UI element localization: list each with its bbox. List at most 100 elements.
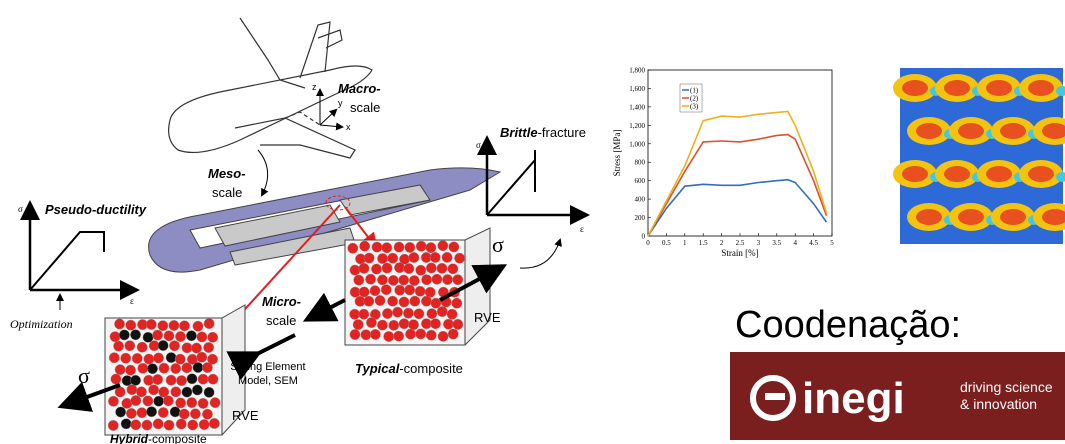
fibre xyxy=(394,242,404,252)
optimization-label: Optimization xyxy=(10,317,73,331)
fibre xyxy=(159,363,169,373)
ductility-plot xyxy=(30,205,135,310)
fibre xyxy=(130,375,140,385)
x-axis-label: Strain [%] xyxy=(721,248,758,258)
heat-blob xyxy=(958,209,984,225)
fibre xyxy=(153,419,163,429)
coord-label: x xyxy=(346,122,351,132)
sigma: σ xyxy=(18,204,23,214)
fibre xyxy=(453,274,463,284)
sem-label: Spring Element xyxy=(230,361,305,373)
fibre xyxy=(442,274,452,284)
fibre xyxy=(382,308,392,318)
fibre xyxy=(176,419,186,429)
heat-blob xyxy=(944,166,970,182)
fibre xyxy=(388,253,398,263)
fibre xyxy=(448,264,458,274)
fibre xyxy=(111,374,121,384)
y-tick-label: 1,200 xyxy=(629,122,645,130)
y-tick-label: 1,000 xyxy=(629,140,645,148)
heat-blob xyxy=(1000,123,1026,139)
sigma: σ xyxy=(78,363,90,388)
fibre xyxy=(421,318,431,328)
fibre xyxy=(197,352,207,362)
fibre xyxy=(198,374,208,384)
macro-label: Macro- xyxy=(338,81,381,96)
fibre xyxy=(454,253,464,263)
micro-label: Micro- xyxy=(262,294,301,309)
fibre xyxy=(359,287,369,297)
fibre xyxy=(121,419,131,429)
fibre xyxy=(192,385,202,395)
fibre xyxy=(148,385,158,395)
fibre xyxy=(182,387,192,397)
fibre xyxy=(403,308,413,318)
brittle-label: Brittle-fracture xyxy=(500,125,586,140)
fibre xyxy=(209,418,219,428)
fibre xyxy=(408,319,418,329)
fibre xyxy=(438,331,448,341)
fibre xyxy=(208,374,218,384)
coord-label: z xyxy=(312,82,317,92)
fibre xyxy=(349,309,359,319)
fibre xyxy=(372,242,382,252)
x-tick-label: 3 xyxy=(757,239,761,247)
fibre xyxy=(371,264,381,274)
x-tick-label: 0 xyxy=(646,239,650,247)
y-tick-label: 600 xyxy=(635,177,646,185)
fibre xyxy=(409,275,419,285)
meso-label: scale xyxy=(212,185,242,200)
y-tick-label: 1,400 xyxy=(629,103,645,111)
fibre xyxy=(193,362,203,372)
fibre xyxy=(361,330,371,340)
heat-blob xyxy=(1028,166,1054,182)
fibre xyxy=(176,375,186,385)
fibre xyxy=(144,354,154,364)
fibre xyxy=(202,362,212,372)
fibre xyxy=(395,285,405,295)
meso-label: Meso- xyxy=(208,166,246,181)
x-tick-label: 4 xyxy=(793,239,797,247)
fibre xyxy=(137,407,147,417)
fibre xyxy=(166,352,176,362)
fibre xyxy=(131,420,141,430)
heat-blob xyxy=(1028,80,1054,96)
fibre xyxy=(115,407,125,417)
fibre xyxy=(126,408,136,418)
fibre xyxy=(448,329,458,339)
heat-blob xyxy=(916,123,942,139)
fibre xyxy=(381,285,391,295)
fibre xyxy=(110,331,120,341)
fibre xyxy=(375,295,385,305)
fibre xyxy=(119,330,129,340)
x-tick-label: 5 xyxy=(830,239,834,247)
x-tick-label: 2 xyxy=(720,239,724,247)
logo-name: inegi xyxy=(802,374,905,423)
fibre xyxy=(171,387,181,397)
fibre xyxy=(175,398,185,408)
stress-strain-chart: Strain [%] Stress [MPa] 02004006008001,0… xyxy=(612,67,834,259)
fibre xyxy=(132,353,142,363)
plot-frame xyxy=(648,70,832,236)
fibre xyxy=(170,363,180,373)
fibre xyxy=(153,396,163,406)
fibre xyxy=(350,265,360,275)
fibre xyxy=(377,253,387,263)
fibre xyxy=(365,274,375,284)
coord-label: y xyxy=(338,98,343,108)
epsilon: ε xyxy=(580,224,584,234)
fibre xyxy=(426,242,436,252)
fibre xyxy=(175,354,185,364)
fibre xyxy=(143,396,153,406)
fibre xyxy=(452,298,462,308)
heat-blob xyxy=(1000,209,1026,225)
fibre xyxy=(186,331,196,341)
fibre xyxy=(164,331,174,341)
fibre xyxy=(187,397,197,407)
fibre xyxy=(204,318,214,328)
fibre xyxy=(453,319,463,329)
fibre xyxy=(399,297,409,307)
heat-blob xyxy=(944,80,970,96)
fibre xyxy=(137,342,147,352)
ductility-label: Pseudo-ductility xyxy=(45,202,147,217)
